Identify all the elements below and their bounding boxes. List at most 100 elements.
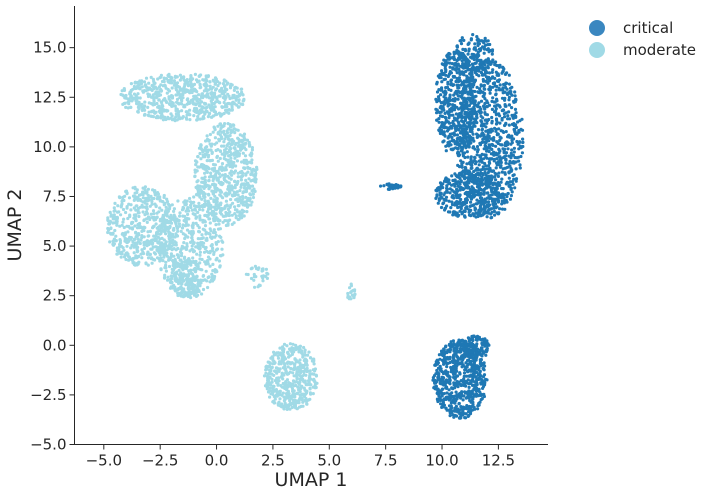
scatter-point bbox=[456, 163, 460, 167]
scatter-point bbox=[462, 123, 466, 127]
scatter-point bbox=[468, 391, 472, 395]
scatter-point bbox=[164, 205, 168, 209]
scatter-point bbox=[512, 177, 516, 181]
scatter-point bbox=[434, 363, 438, 367]
scatter-point bbox=[165, 244, 169, 248]
scatter-point bbox=[509, 151, 513, 155]
scatter-point bbox=[156, 235, 160, 239]
scatter-point bbox=[164, 251, 168, 255]
scatter-point bbox=[460, 146, 464, 150]
scatter-point bbox=[217, 137, 221, 141]
scatter-point bbox=[198, 261, 202, 265]
scatter-point bbox=[137, 107, 141, 111]
scatter-point bbox=[139, 238, 143, 242]
scatter-point bbox=[245, 162, 249, 166]
scatter-point bbox=[146, 199, 150, 203]
scatter-point bbox=[517, 159, 521, 163]
scatter-point bbox=[462, 100, 466, 104]
scatter-point bbox=[465, 205, 469, 209]
scatter-point bbox=[436, 74, 440, 78]
scatter-point bbox=[178, 211, 182, 215]
scatter-point bbox=[119, 255, 123, 259]
scatter-point bbox=[464, 200, 468, 204]
scatter-point bbox=[500, 170, 504, 174]
scatter-point bbox=[399, 184, 403, 188]
scatter-point bbox=[189, 200, 193, 204]
scatter-point bbox=[450, 132, 454, 136]
scatter-point bbox=[112, 237, 116, 241]
scatter-point bbox=[478, 376, 482, 380]
scatter-point bbox=[484, 129, 488, 133]
scatter-point bbox=[457, 94, 461, 98]
scatter-point bbox=[146, 105, 150, 109]
scatter-point bbox=[194, 163, 198, 167]
scatter-point bbox=[502, 155, 506, 160]
scatter-point bbox=[199, 157, 203, 161]
scatter-point bbox=[152, 251, 156, 255]
scatter-point bbox=[443, 191, 447, 195]
scatter-point bbox=[170, 94, 174, 98]
scatter-point bbox=[460, 104, 464, 108]
scatter-point bbox=[177, 224, 182, 228]
scatter-point bbox=[142, 241, 146, 245]
scatter-point bbox=[220, 206, 224, 211]
scatter-point bbox=[242, 97, 246, 101]
scatter-point bbox=[213, 235, 217, 239]
scatter-point bbox=[240, 160, 244, 164]
scatter-point bbox=[196, 165, 200, 169]
scatter-point bbox=[498, 121, 502, 125]
scatter-point bbox=[463, 215, 467, 219]
scatter-point bbox=[162, 228, 166, 232]
scatter-point bbox=[467, 177, 471, 181]
scatter-point bbox=[193, 174, 197, 179]
scatter-point bbox=[465, 76, 470, 80]
scatter-point bbox=[198, 117, 202, 121]
scatter-point bbox=[215, 154, 219, 158]
scatter-point bbox=[217, 100, 221, 105]
scatter-point bbox=[509, 155, 513, 159]
scatter-point bbox=[449, 401, 453, 405]
scatter-point bbox=[220, 130, 224, 134]
scatter-point bbox=[209, 143, 213, 147]
scatter-point bbox=[165, 214, 169, 218]
scatter-point bbox=[196, 155, 200, 159]
scatter-point bbox=[223, 90, 227, 94]
scatter-point bbox=[463, 141, 467, 145]
scatter-point bbox=[490, 142, 494, 147]
scatter-point bbox=[161, 246, 165, 250]
scatter-point bbox=[474, 338, 478, 342]
scatter-point bbox=[514, 125, 519, 130]
scatter-point bbox=[130, 227, 135, 231]
scatter-point bbox=[140, 236, 144, 240]
scatter-point bbox=[242, 166, 246, 170]
scatter-point bbox=[458, 70, 462, 74]
scatter-point bbox=[519, 146, 523, 150]
scatter-point bbox=[132, 92, 137, 96]
scatter-point bbox=[210, 275, 214, 279]
scatter-point bbox=[453, 184, 457, 188]
scatter-point bbox=[239, 102, 243, 106]
scatter-point bbox=[470, 383, 475, 387]
scatter-point bbox=[219, 235, 223, 239]
scatter-point bbox=[160, 113, 164, 117]
scatter-point bbox=[208, 132, 212, 137]
scatter-point bbox=[126, 230, 130, 234]
scatter-point bbox=[216, 159, 220, 163]
scatter-point bbox=[482, 41, 486, 45]
scatter-point bbox=[208, 227, 212, 231]
scatter-point bbox=[450, 109, 454, 113]
scatter-point bbox=[188, 91, 192, 95]
scatter-point bbox=[141, 205, 145, 209]
scatter-point bbox=[474, 375, 478, 379]
scatter-point bbox=[172, 209, 176, 213]
scatter-point bbox=[507, 171, 511, 175]
scatter-point bbox=[439, 93, 443, 97]
scatter-point bbox=[503, 104, 507, 108]
scatter-point bbox=[140, 256, 144, 260]
scatter-point bbox=[172, 254, 176, 258]
scatter-point bbox=[447, 388, 451, 392]
scatter-point bbox=[480, 60, 484, 65]
scatter-point bbox=[109, 214, 113, 218]
scatter-point bbox=[160, 208, 164, 212]
scatter-point bbox=[132, 206, 136, 210]
